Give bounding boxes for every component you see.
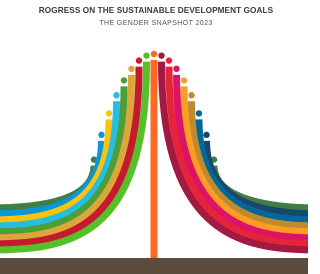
stripe-dot	[181, 77, 187, 83]
cover-subtitle: THE GENDER SNAPSHOT 2023	[99, 20, 212, 27]
stripe-dot	[98, 132, 104, 138]
stripe-dot	[166, 57, 172, 63]
stripe-dot	[128, 66, 134, 72]
stripe-dot	[196, 110, 202, 116]
bottom-band	[0, 258, 308, 274]
stripe-dot	[121, 77, 127, 83]
stripe-dot	[106, 110, 112, 116]
stripe-dot	[136, 57, 142, 63]
stripe-dot	[158, 52, 164, 58]
stripe-dot	[113, 92, 119, 98]
cover: ROGRESS ON THE SUSTAINABLE DEVELOPMENT G…	[0, 0, 308, 274]
stripe-dot	[151, 51, 157, 57]
stripe-dot	[203, 132, 209, 138]
cover-title: ROGRESS ON THE SUSTAINABLE DEVELOPMENT G…	[39, 6, 274, 15]
stripe-dot	[188, 92, 194, 98]
stripe-dot	[143, 52, 149, 58]
stripe-dot	[173, 66, 179, 72]
page: {"header": {"title": "ROGRESS ON THE SUS…	[0, 0, 308, 274]
